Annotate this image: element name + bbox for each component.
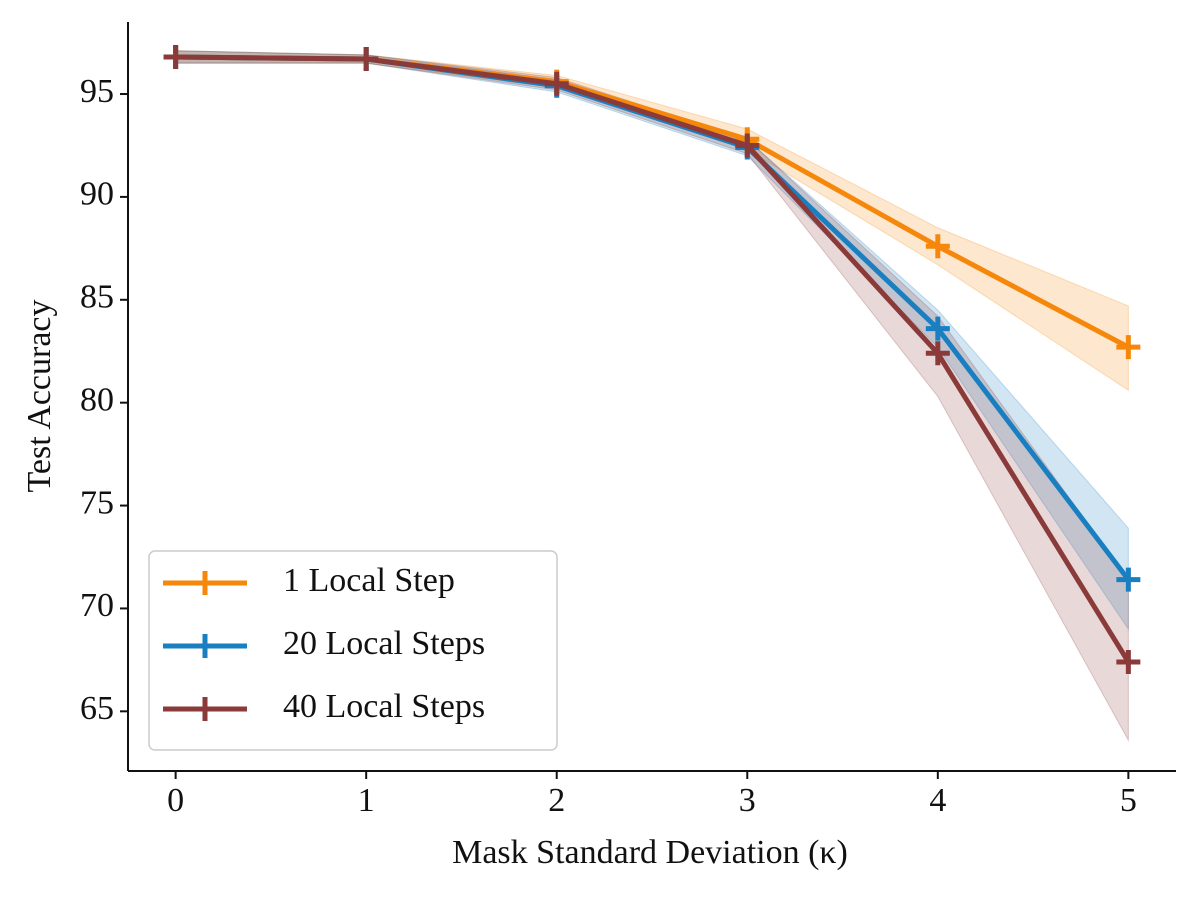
y-tick-label: 95 (80, 73, 114, 110)
y-tick-label: 70 (80, 587, 114, 624)
series-line (175, 54, 1131, 582)
error-band (175, 50, 1129, 392)
x-tick-label: 1 (358, 782, 375, 819)
x-tick-label: 0 (167, 782, 184, 819)
series-line (175, 54, 1131, 664)
legend-marker (193, 634, 217, 658)
y-tick-label: 90 (80, 176, 114, 213)
x-axis-label: Mask Standard Deviation (κ) (452, 834, 848, 871)
legend: 1 Local Step 20 Local Steps 40 Local Steps (148, 550, 558, 751)
point-marker (1116, 649, 1141, 674)
legend-marker (193, 697, 217, 721)
x-tick-label: 2 (548, 782, 565, 819)
y-tick-label: 65 (80, 690, 114, 727)
legend-label: 1 Local Step (283, 562, 455, 599)
y-axis-label: Test Accuracy (21, 299, 58, 492)
x-tick-label: 4 (929, 782, 946, 819)
error-band (175, 50, 1129, 631)
legend-label: 20 Local Steps (283, 625, 485, 662)
point-marker (925, 341, 950, 366)
y-tick-label: 75 (80, 484, 114, 521)
x-tick-label: 3 (739, 782, 756, 819)
point-marker (354, 47, 379, 72)
point-marker (1116, 335, 1141, 360)
legend-marker (193, 571, 217, 595)
point-marker (544, 71, 569, 96)
legend-label: 40 Local Steps (283, 688, 485, 725)
y-tick-label: 85 (80, 279, 114, 316)
point-marker (925, 234, 950, 259)
point-marker (735, 133, 760, 158)
point-marker (1116, 567, 1141, 592)
y-tick-label: 80 (80, 381, 114, 418)
legend-box (148, 550, 558, 751)
x-tick-label: 5 (1120, 782, 1137, 819)
point-marker (925, 316, 950, 341)
series-line (175, 54, 1130, 350)
point-marker (163, 44, 188, 69)
